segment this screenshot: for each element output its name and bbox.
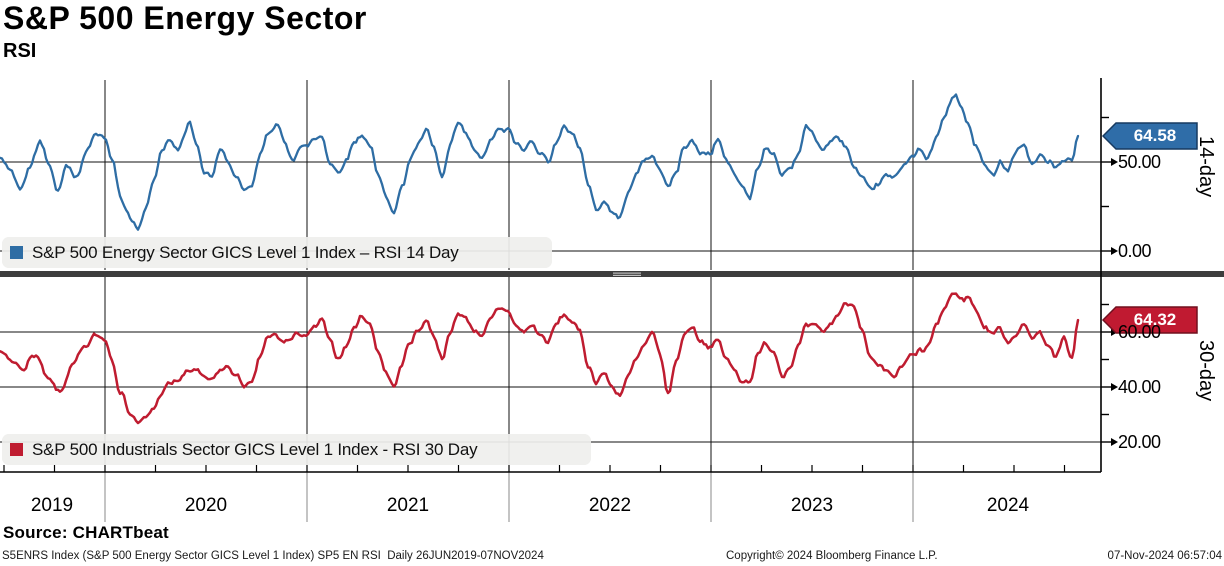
data-series: [0, 93, 1080, 425]
ytick-60: 60.00: [1118, 322, 1161, 342]
footer-ticker-info: S5ENRS Index (S&P 500 Energy Sector GICS…: [2, 550, 544, 562]
panel-separator[interactable]: [0, 271, 1224, 277]
chart-subtitle: RSI: [3, 40, 37, 62]
xtick-2021: 2021: [386, 495, 430, 516]
ytick-40: 40.00: [1118, 377, 1161, 397]
legend-label-rsi14: S&P 500 Energy Sector GICS Level 1 Index…: [32, 242, 459, 262]
last-value-badge-rsi14: 64.58: [1133, 126, 1177, 145]
legend-rsi14[interactable]: S&P 500 Energy Sector GICS Level 1 Index…: [2, 237, 552, 268]
axis-label-30-day: 30-day: [1195, 340, 1217, 402]
last-value-badge-rsi30: 64.32: [1133, 310, 1177, 329]
rsi30-line: [0, 292, 1080, 425]
legend-rsi30[interactable]: S&P 500 Industrials Sector GICS Level 1 …: [2, 434, 591, 465]
legend-swatch-red-icon: [10, 443, 23, 456]
legend-label-rsi30: S&P 500 Industrials Sector GICS Level 1 …: [32, 439, 478, 459]
axis-label-14-day: 14-day: [1195, 136, 1217, 198]
legend-swatch-blue-icon: [10, 246, 23, 259]
last-value-badges: [1101, 122, 1198, 334]
xtick-2019: 2019: [30, 495, 74, 516]
footer-timestamp: 07-Nov-2024 06:57:04: [1107, 550, 1222, 562]
axes-and-ticks: [0, 78, 1118, 473]
source-line: Source: CHARTbeat: [3, 523, 169, 542]
panel-separator-grip-icon[interactable]: [613, 272, 641, 277]
ytick-50: 50.00: [1118, 152, 1161, 172]
xtick-2020: 2020: [184, 495, 228, 516]
xtick-2022: 2022: [588, 495, 632, 516]
footer-copyright: Copyright© 2024 Bloomberg Finance L.P.: [726, 550, 938, 562]
ytick-20: 20.00: [1118, 432, 1161, 452]
page-title: S&P 500 Energy Sector: [3, 0, 367, 36]
ytick-0: 0.00: [1118, 241, 1152, 261]
xtick-2023: 2023: [790, 495, 834, 516]
xtick-2024: 2024: [986, 495, 1030, 516]
rsi14-line: [0, 93, 1080, 231]
